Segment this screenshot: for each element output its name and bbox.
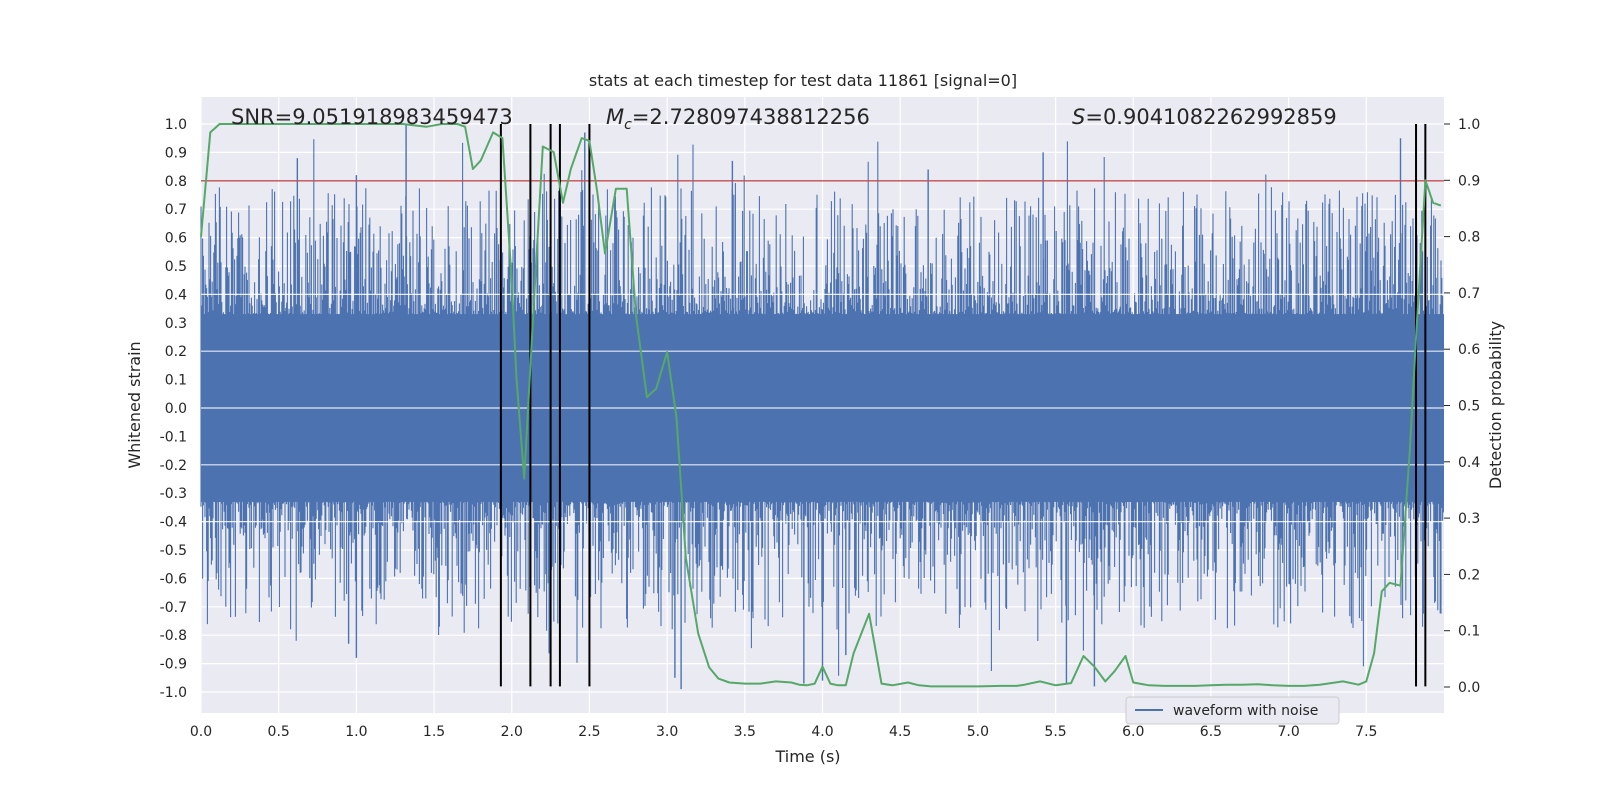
y-left-axis-ticks: 1.0 0.9 0.8 0.7 0.6 0.5 0.4 0.3 0.2 0.1 0.0 -0.1 -0.… bbox=[160, 117, 187, 701]
y-right-tick-label: 0.4 bbox=[1458, 455, 1480, 471]
mc-annotation: Mc=2.728097438812256 bbox=[606, 105, 870, 133]
x-axis-ticks: 0.0 0.5 1.0 1.5 2.0 2.5 3.0 3.5 4.0 4.5 5.0 5.5 6.0 6… bbox=[190, 724, 1378, 740]
x-tick-label: 7.0 bbox=[1277, 724, 1299, 740]
x-tick-label: 5.5 bbox=[1044, 724, 1066, 740]
y-left-tick-label: -0.5 bbox=[160, 543, 187, 559]
y-left-tick-label: 0.9 bbox=[165, 145, 187, 161]
y-left-axis-label: Whitened strain bbox=[125, 341, 144, 468]
y-right-tick-label: 0.5 bbox=[1458, 399, 1480, 415]
y-left-tick-label: 1.0 bbox=[165, 117, 187, 133]
mc-symbol: M bbox=[606, 105, 624, 129]
x-tick-label: 1.5 bbox=[423, 724, 445, 740]
y-left-tick-label: -0.1 bbox=[160, 429, 187, 445]
y-right-axis-label: Detection probability bbox=[1486, 321, 1505, 489]
x-tick-label: 4.0 bbox=[811, 724, 833, 740]
x-tick-label: 6.5 bbox=[1200, 724, 1222, 740]
y-left-tick-label: -0.9 bbox=[160, 657, 187, 673]
y-right-tick-label: 0.1 bbox=[1458, 624, 1480, 640]
x-tick-label: 2.5 bbox=[578, 724, 600, 740]
y-right-tick-label: 0.6 bbox=[1458, 342, 1480, 358]
chart-title: stats at each timestep for test data 118… bbox=[589, 71, 1017, 90]
y-right-tick-label: 0.2 bbox=[1458, 567, 1480, 583]
y-left-tick-label: 0.8 bbox=[165, 174, 187, 190]
s-annotation: S=0.9041082262992859 bbox=[1072, 105, 1337, 129]
y-right-tick-label: 1.0 bbox=[1458, 117, 1480, 133]
x-tick-label: 0.0 bbox=[190, 724, 212, 740]
s-value: =0.9041082262992859 bbox=[1085, 105, 1336, 129]
snr-annotation: SNR=9.051918983459473 bbox=[231, 105, 513, 129]
y-left-tick-label: -0.6 bbox=[160, 571, 187, 587]
y-left-tick-label: -0.2 bbox=[160, 458, 187, 474]
mc-subscript: c bbox=[624, 117, 632, 133]
y-right-tick-label: 0.0 bbox=[1458, 680, 1480, 696]
x-tick-label: 1.0 bbox=[345, 724, 367, 740]
x-tick-label: 7.5 bbox=[1355, 724, 1377, 740]
x-tick-label: 6.0 bbox=[1122, 724, 1144, 740]
s-symbol: S bbox=[1072, 105, 1085, 129]
y-left-tick-label: -1.0 bbox=[160, 685, 187, 701]
waveform-gridline-overlay bbox=[201, 293, 1444, 523]
x-tick-label: 4.5 bbox=[889, 724, 911, 740]
x-tick-label: 3.5 bbox=[734, 724, 756, 740]
detection-vertical-lines bbox=[499, 124, 1427, 687]
y-left-tick-label: 0.3 bbox=[165, 316, 187, 332]
mc-value: =2.728097438812256 bbox=[632, 105, 870, 129]
y-left-tick-label: 0.7 bbox=[165, 202, 187, 218]
y-left-tick-label: -0.4 bbox=[160, 515, 187, 531]
y-right-tick-label: 0.7 bbox=[1458, 286, 1480, 302]
y-right-axis-ticks: 1.0 0.9 0.8 0.7 0.6 0.5 0.4 0.3 0.2 0.1 0.0 bbox=[1444, 117, 1480, 696]
y-left-tick-label: 0.1 bbox=[165, 373, 187, 389]
detection-probability-curve bbox=[200, 123, 1442, 688]
x-tick-label: 0.5 bbox=[268, 724, 290, 740]
y-right-tick-label: 0.9 bbox=[1458, 173, 1480, 189]
y-left-tick-label: 0.0 bbox=[165, 401, 187, 417]
x-tick-label: 3.0 bbox=[656, 724, 678, 740]
y-left-tick-label: 0.5 bbox=[165, 259, 187, 275]
y-left-tick-label: 0.4 bbox=[165, 287, 187, 303]
y-left-tick-label: -0.7 bbox=[160, 600, 187, 616]
y-right-tick-label: 0.3 bbox=[1458, 511, 1480, 527]
legend: waveform with noise bbox=[1125, 696, 1340, 725]
legend-box bbox=[1125, 696, 1340, 725]
x-tick-label: 2.0 bbox=[501, 724, 523, 740]
y-left-tick-label: 0.2 bbox=[165, 344, 187, 360]
detection-probability-line bbox=[200, 123, 1442, 688]
legend-waveform-label: waveform with noise bbox=[1173, 703, 1318, 719]
y-right-tick-label: 0.8 bbox=[1458, 230, 1480, 246]
y-left-tick-label: 0.6 bbox=[165, 231, 187, 247]
x-axis-label: Time (s) bbox=[774, 747, 840, 766]
y-left-tick-label: -0.8 bbox=[160, 628, 187, 644]
x-tick-label: 5.0 bbox=[967, 724, 989, 740]
y-left-tick-label: -0.3 bbox=[160, 486, 187, 502]
